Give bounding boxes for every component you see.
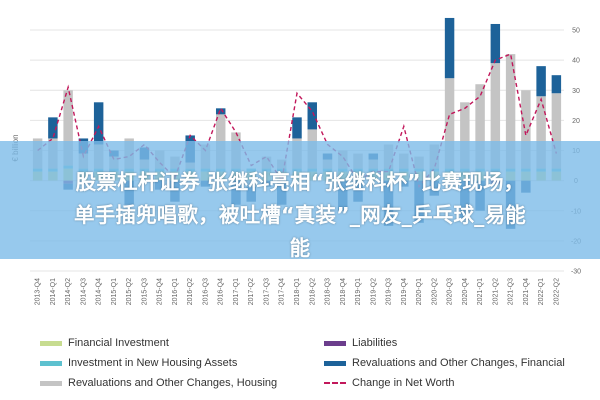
bar-segment-4 — [307, 102, 317, 130]
legend-item-revaluations-housing: Revaluations and Other Changes, Housing — [40, 373, 277, 393]
bar-segment-4 — [551, 75, 562, 94]
bar-segment-2 — [551, 93, 562, 169]
x-tick-label: 2017-Q1 — [233, 278, 240, 305]
legend-item-new-housing: Investment in New Housing Assets — [40, 353, 237, 373]
legend-label: Change in Net Worth — [352, 377, 455, 389]
bar-segment-2 — [475, 84, 485, 169]
legend-swatch — [40, 380, 62, 386]
x-tick-label: 2014-Q2 — [65, 278, 72, 305]
bar-segment-2 — [63, 90, 73, 166]
bar-segment-2 — [490, 63, 501, 169]
headline-line-2: 单手插兜唱歌，被吐槽“真装”_网友_乒乓球_易能 — [74, 203, 526, 227]
x-tick-label: 2019-Q1 — [355, 278, 362, 305]
headline-banner — [0, 141, 600, 259]
x-tick-label: 2020-Q4 — [462, 278, 469, 305]
x-tick-labels: 2013-Q4 2014-Q1 2014-Q2 2014-Q3 2014-Q4 2015-… — [35, 278, 561, 305]
x-tick-label: 2022-Q1 — [538, 278, 545, 305]
x-tick-label: 2013-Q4 — [35, 278, 42, 305]
bar-segment-4 — [444, 17, 455, 79]
y-tick-label: 50 — [572, 28, 580, 35]
x-tick-label: 2018-Q3 — [325, 278, 332, 305]
legend-swatch — [40, 360, 62, 366]
x-tick-label: 2015-Q4 — [157, 278, 164, 305]
bar-segment-4 — [490, 23, 501, 64]
x-tick-label: 2020-Q1 — [416, 278, 423, 305]
legend-item-revaluations-financial: Revaluations and Other Changes, Financia… — [324, 353, 565, 373]
bar-segment-2 — [521, 90, 531, 169]
x-tick-label: 2019-Q4 — [401, 278, 408, 305]
x-tick-label: 2015-Q1 — [111, 278, 118, 305]
x-tick-label: 2016-Q3 — [202, 278, 209, 305]
bar-segment-4 — [93, 102, 104, 145]
x-tick-label: 2015-Q3 — [141, 278, 148, 305]
bar-segment-4 — [48, 117, 58, 139]
x-tick-label: 2018-Q2 — [309, 278, 316, 305]
y-tick-label: -30 — [571, 269, 581, 276]
x-tick-label: 2014-Q1 — [50, 278, 57, 305]
legend-label: Financial Investment — [68, 337, 169, 349]
x-tick-label: 2020-Q3 — [447, 278, 454, 305]
legend-label: Revaluations and Other Changes, Financia… — [352, 357, 565, 369]
x-tick-label: 2015-Q2 — [126, 278, 133, 305]
y-tick-label: 20 — [572, 118, 580, 125]
x-tick-label: 2021-Q3 — [508, 278, 515, 305]
x-tick-label: 2017-Q2 — [248, 278, 255, 305]
bar-segment-4 — [536, 66, 546, 97]
bar-segment-4 — [292, 117, 302, 139]
legend-item-liabilities: Liabilities — [324, 333, 397, 353]
x-tick-label: 2014-Q3 — [80, 278, 87, 305]
legend: Financial Investment Investment in New H… — [40, 333, 600, 399]
x-tick-label: 2019-Q2 — [370, 278, 377, 305]
bar-segment-2 — [505, 54, 516, 169]
headline-text: 股票杠杆证券 张继科亮相“张继科杯”比赛现场， 单手插兜唱歌，被吐槽“真装”_网… — [0, 166, 600, 265]
headline-line-1: 股票杠杆证券 张继科亮相“张继科杯”比赛现场， — [75, 170, 525, 194]
legend-item-net-worth: Change in Net Worth — [324, 373, 455, 393]
bar-segment-4 — [215, 108, 226, 115]
legend-label: Investment in New Housing Assets — [68, 357, 238, 369]
bar-segment-2 — [460, 102, 470, 169]
x-tick-label: 2016-Q4 — [218, 278, 225, 305]
x-tick-label: 2017-Q4 — [279, 278, 286, 305]
x-tick-label: 2022-Q2 — [553, 278, 560, 305]
legend-item-financial-investment: Financial Investment — [40, 333, 169, 353]
bar-segment-2 — [536, 96, 546, 169]
x-tick-label: 2019-Q3 — [386, 278, 393, 305]
x-tick-label: 2016-Q2 — [187, 278, 194, 305]
legend-label: Revaluations and Other Changes, Housing — [68, 377, 278, 389]
y-tick-label: 30 — [572, 88, 580, 95]
legend-dash — [324, 382, 346, 384]
y-tick-label: 40 — [572, 58, 580, 65]
legend-swatch — [324, 360, 346, 366]
legend-swatch — [324, 340, 346, 346]
x-tick-label: 2016-Q1 — [172, 278, 179, 305]
x-tick-label: 2018-Q4 — [340, 278, 347, 305]
x-tick-label: 2018-Q1 — [294, 278, 301, 305]
x-tick-label: 2020-Q2 — [431, 278, 438, 305]
headline-line-3: 能 — [289, 236, 311, 260]
x-tick-label: 2014-Q4 — [96, 278, 103, 305]
x-tick-label: 2021-Q2 — [492, 278, 499, 305]
x-tick-label: 2017-Q3 — [263, 278, 270, 305]
legend-label: Liabilities — [352, 337, 398, 349]
x-tick-label: 2021-Q4 — [523, 278, 530, 305]
x-tick-label: 2021-Q1 — [477, 278, 484, 305]
legend-swatch — [40, 340, 62, 346]
bar-segment-2 — [444, 78, 455, 169]
